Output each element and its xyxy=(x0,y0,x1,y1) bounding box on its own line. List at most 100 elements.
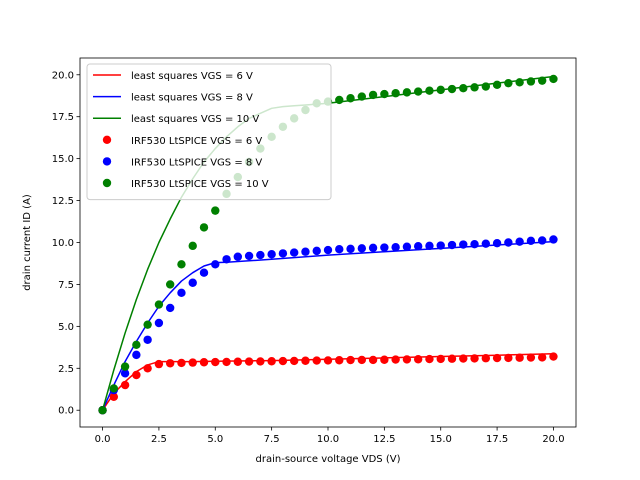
x-tick-label: 17.5 xyxy=(486,434,508,445)
legend-marker-swatch xyxy=(102,135,112,144)
x-axis: 0.0 2.5 5.0 7.5 10.0 12.5 15.0 17.5 20.0 xyxy=(95,427,565,445)
data-point-s3 xyxy=(470,83,479,92)
data-point-s2 xyxy=(312,246,321,256)
data-point-s1 xyxy=(267,357,276,366)
x-tick-label: 10.0 xyxy=(317,434,339,445)
y-tick-label: 12.5 xyxy=(52,196,74,207)
x-tick-label: 2.5 xyxy=(151,434,167,445)
data-point-s3 xyxy=(549,74,558,84)
data-point-s2 xyxy=(278,249,288,258)
data-point-s1 xyxy=(177,358,186,368)
data-point-s1 xyxy=(109,392,119,402)
data-point-s2 xyxy=(256,250,265,260)
data-point-s2 xyxy=(504,238,513,247)
data-point-s3 xyxy=(402,88,412,97)
data-point-s2 xyxy=(188,278,197,287)
data-point-s3 xyxy=(459,83,468,93)
data-point-s3 xyxy=(436,85,445,95)
data-point-s1 xyxy=(256,357,265,366)
legend-label: least squares VGS = 8 V xyxy=(131,93,253,104)
legend-label: least squares VGS = 10 V xyxy=(131,114,259,125)
data-point-s2 xyxy=(211,260,220,269)
data-point-s2 xyxy=(436,241,445,250)
data-point-s1 xyxy=(211,357,220,367)
y-tick-label: 5.0 xyxy=(58,322,74,333)
legend-label: least squares VGS = 6 V xyxy=(131,71,253,82)
data-point-s2 xyxy=(425,241,434,251)
data-point-s3 xyxy=(154,300,164,309)
data-point-s2 xyxy=(244,251,254,261)
data-point-s1 xyxy=(425,354,434,364)
data-point-s2 xyxy=(368,243,378,253)
data-point-s2 xyxy=(447,240,457,250)
points-layer xyxy=(98,74,558,415)
data-point-s1 xyxy=(537,353,547,362)
data-point-s1 xyxy=(199,358,209,367)
y-tick-label: 0.0 xyxy=(58,406,74,417)
data-point-s1 xyxy=(436,354,445,364)
data-point-s3 xyxy=(109,384,119,393)
data-point-s2 xyxy=(199,268,209,277)
data-point-s1 xyxy=(233,357,243,366)
data-point-s1 xyxy=(447,354,457,363)
data-point-s2 xyxy=(143,335,152,344)
legend-marker-swatch xyxy=(102,157,112,166)
y-tick-label: 17.5 xyxy=(52,112,74,123)
data-point-s2 xyxy=(301,247,310,256)
x-tick-label: 12.5 xyxy=(373,434,395,445)
data-point-s2 xyxy=(177,288,186,298)
data-point-s3 xyxy=(515,78,524,87)
data-point-s3 xyxy=(481,82,491,91)
y-tick-label: 2.5 xyxy=(58,364,74,375)
data-point-s2 xyxy=(233,252,243,261)
data-point-s3 xyxy=(447,84,457,94)
data-point-s2 xyxy=(402,242,412,251)
data-point-s1 xyxy=(301,356,310,365)
legend-marker-swatch xyxy=(102,178,112,188)
data-point-s1 xyxy=(492,353,502,363)
data-point-s1 xyxy=(391,355,400,364)
y-axis-label: drain current ID (A) xyxy=(22,194,33,291)
x-tick-label: 20.0 xyxy=(542,434,564,445)
data-point-s3 xyxy=(391,89,400,98)
data-point-s1 xyxy=(120,380,130,390)
x-tick-label: 7.5 xyxy=(264,434,280,445)
y-tick-label: 20.0 xyxy=(52,70,74,81)
data-point-s1 xyxy=(346,355,355,365)
data-point-s3 xyxy=(98,406,107,415)
y-axis: 0.0 2.5 5.0 7.5 10.0 12.5 15.0 17.5 20.0 xyxy=(52,70,80,417)
data-point-s3 xyxy=(188,241,197,251)
data-point-s2 xyxy=(391,242,400,252)
data-point-s2 xyxy=(222,255,231,264)
data-point-s1 xyxy=(481,354,491,363)
data-point-s2 xyxy=(481,239,491,248)
data-point-s2 xyxy=(267,250,276,259)
data-point-s2 xyxy=(470,239,479,249)
x-tick-label: 5.0 xyxy=(207,434,223,445)
data-point-s2 xyxy=(289,248,299,257)
data-point-s2 xyxy=(346,244,355,254)
data-point-s3 xyxy=(199,223,209,232)
data-point-s2 xyxy=(459,240,468,249)
data-point-s3 xyxy=(526,77,536,86)
data-point-s3 xyxy=(132,340,141,350)
data-point-s3 xyxy=(368,90,378,100)
legend-label: IRF530 LtSPICE VGS = 6 V xyxy=(131,136,262,147)
data-point-s3 xyxy=(143,320,152,329)
data-point-s1 xyxy=(143,364,152,373)
data-point-s2 xyxy=(537,236,547,245)
x-axis-label: drain-source voltage VDS (V) xyxy=(256,454,401,465)
legend-label: IRF530 LtSPICE VGS = 8 V xyxy=(131,157,262,168)
data-point-s3 xyxy=(380,89,389,99)
data-point-s2 xyxy=(526,236,536,246)
data-point-s1 xyxy=(154,359,164,369)
data-point-s3 xyxy=(537,76,547,85)
data-point-s3 xyxy=(165,280,175,289)
data-point-s2 xyxy=(515,237,524,246)
data-point-s1 xyxy=(504,353,513,363)
legend-box xyxy=(86,63,332,201)
data-point-s1 xyxy=(278,356,288,366)
data-point-s3 xyxy=(413,87,423,96)
data-point-s3 xyxy=(346,94,355,103)
